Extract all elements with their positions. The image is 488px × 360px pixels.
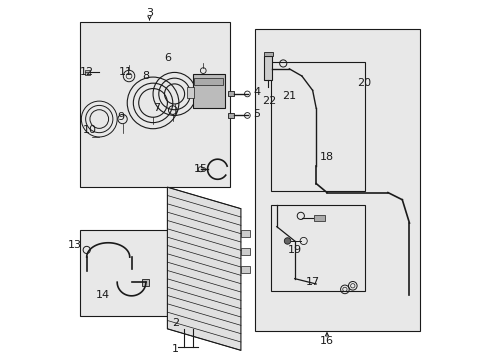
Circle shape	[284, 238, 290, 244]
Text: 5: 5	[253, 109, 260, 119]
Text: 3: 3	[146, 8, 153, 18]
Bar	[255, 30, 419, 330]
Bar	[271, 62, 364, 191]
Text: 2: 2	[171, 319, 179, 328]
Text: 22: 22	[261, 96, 275, 106]
Text: 8: 8	[142, 71, 149, 81]
Bar	[264, 56, 271, 80]
Text: 19: 19	[287, 245, 301, 255]
Bar	[241, 248, 249, 255]
Text: 18: 18	[319, 152, 333, 162]
Text: 10: 10	[83, 125, 97, 135]
Bar	[263, 52, 272, 56]
Text: 9: 9	[117, 112, 124, 122]
Bar	[241, 230, 249, 237]
Polygon shape	[167, 187, 241, 350]
Bar	[228, 113, 233, 118]
Bar	[192, 74, 224, 108]
Bar	[85, 70, 90, 75]
Text: 11: 11	[119, 67, 133, 77]
Text: 1: 1	[171, 343, 179, 354]
Bar	[187, 87, 193, 98]
Text: 16: 16	[319, 336, 333, 346]
Bar	[80, 22, 230, 187]
Bar	[314, 215, 325, 221]
Text: 17: 17	[305, 277, 319, 287]
Bar	[142, 279, 148, 286]
Text: 14: 14	[96, 290, 110, 300]
Bar	[80, 230, 176, 316]
Bar	[241, 266, 249, 273]
Text: 7: 7	[153, 103, 160, 113]
Text: 13: 13	[68, 239, 82, 249]
Text: 4: 4	[253, 87, 260, 97]
Bar	[271, 205, 364, 291]
Bar	[194, 78, 223, 85]
Text: 12: 12	[80, 67, 94, 77]
Text: 21: 21	[282, 91, 296, 101]
Text: 6: 6	[163, 53, 170, 63]
Bar	[228, 91, 233, 96]
Text: 15: 15	[193, 164, 207, 174]
Text: 20: 20	[357, 78, 371, 88]
